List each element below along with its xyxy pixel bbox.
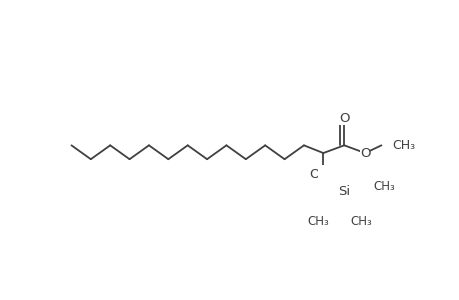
Text: Si: Si: [337, 185, 350, 198]
Text: O: O: [338, 112, 349, 125]
Text: O: O: [359, 146, 369, 160]
Text: CH₃: CH₃: [373, 180, 395, 193]
Text: CH₃: CH₃: [392, 139, 414, 152]
Text: O: O: [309, 168, 319, 181]
Text: CH₃: CH₃: [350, 214, 371, 228]
Text: CH₃: CH₃: [307, 214, 329, 228]
